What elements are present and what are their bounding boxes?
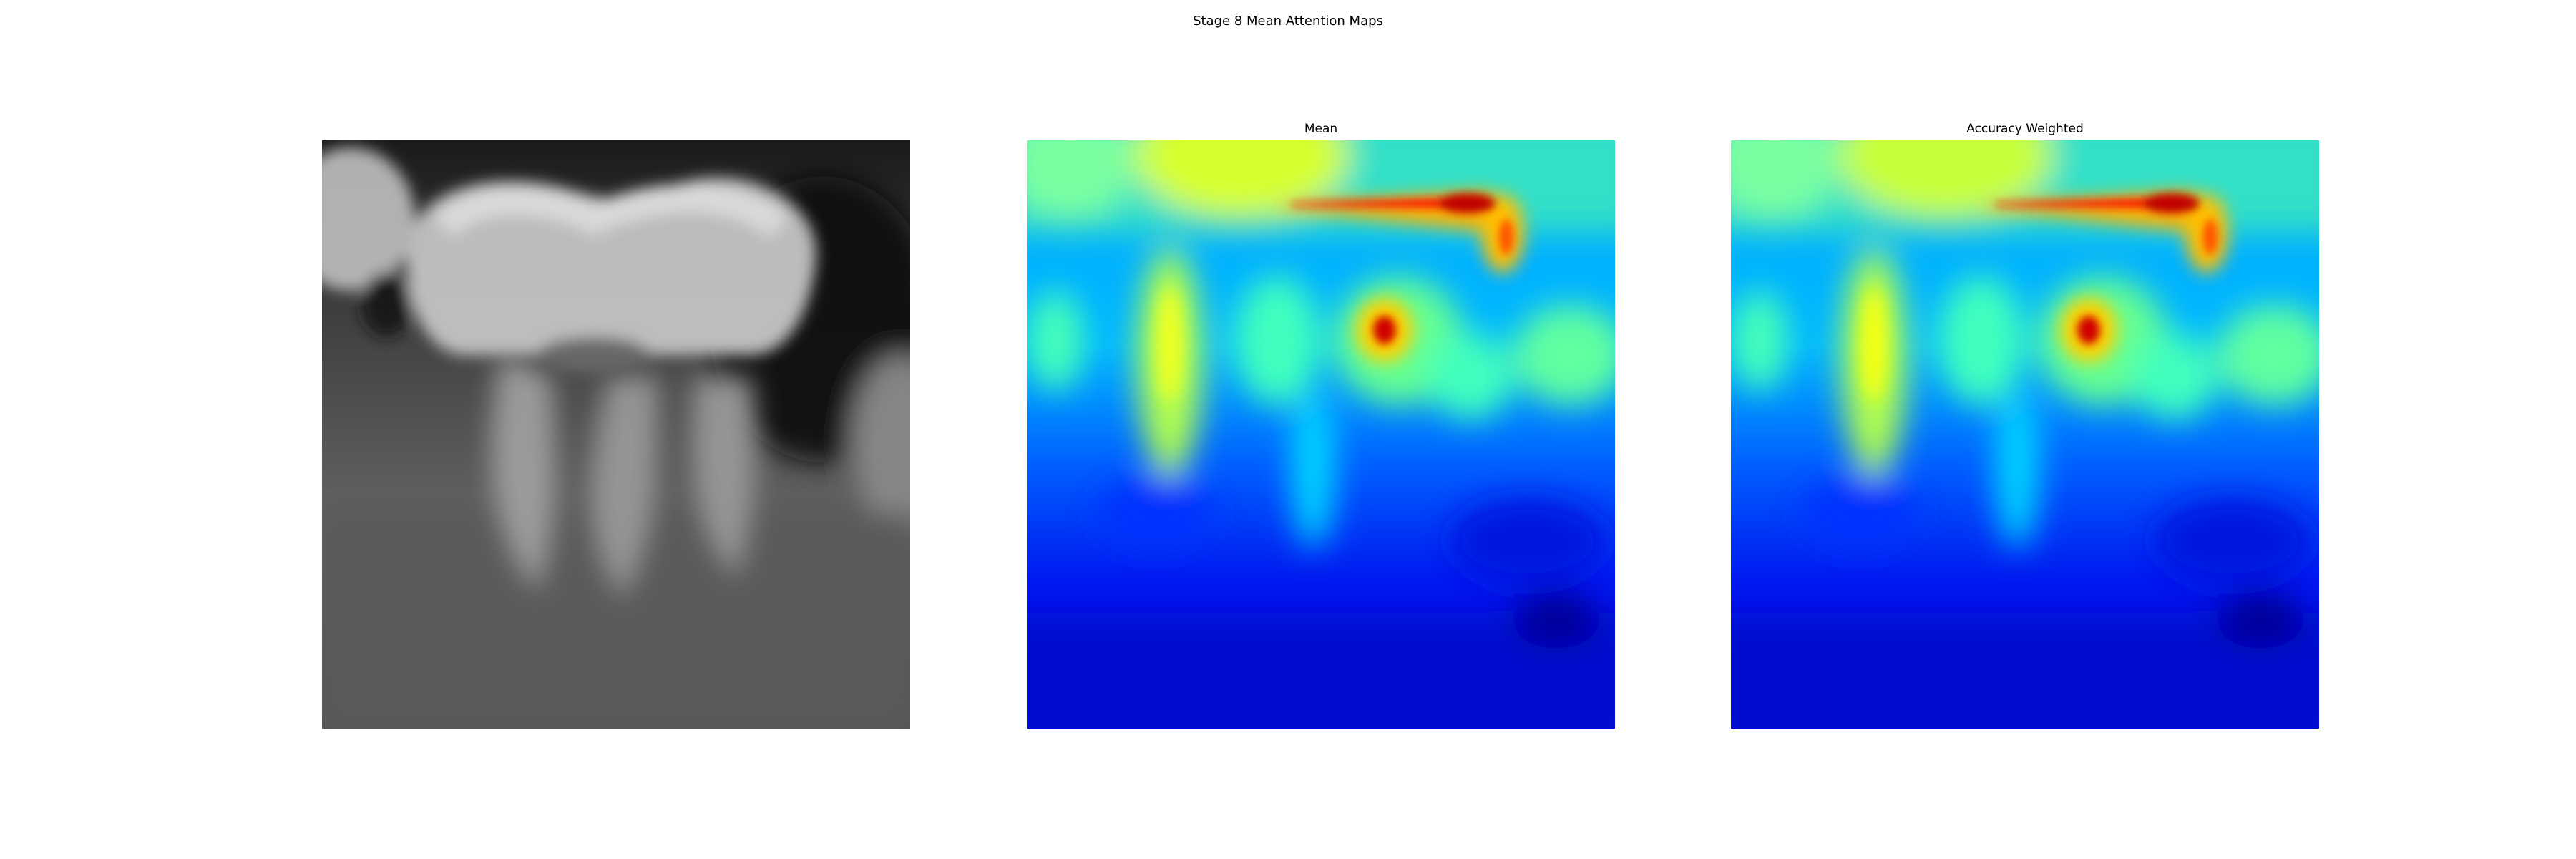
- panel-title-mean: Mean: [1304, 122, 1338, 136]
- accuracy-weighted-heatmap: [1731, 140, 2319, 729]
- xray-image: [322, 140, 910, 729]
- xray-image-panel: [322, 140, 910, 729]
- accuracy-weighted-heatmap-panel: [1731, 140, 2319, 729]
- panel-title-accuracy-weighted: Accuracy Weighted: [1966, 122, 2084, 136]
- mean-heatmap: [1027, 140, 1615, 729]
- mean-heatmap-panel: [1027, 140, 1615, 729]
- figure-title: Stage 8 Mean Attention Maps: [1193, 14, 1383, 29]
